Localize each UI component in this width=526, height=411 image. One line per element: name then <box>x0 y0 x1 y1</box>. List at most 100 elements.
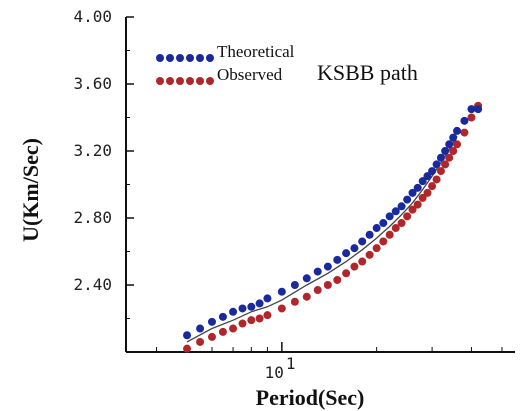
theoretical-point <box>229 307 238 316</box>
theoretical-point <box>365 230 374 239</box>
legend-theoretical-dot <box>206 54 214 62</box>
theoretical-point <box>408 188 417 197</box>
observed-point <box>432 175 441 184</box>
theoretical-point <box>418 177 427 186</box>
observed-point <box>196 337 205 346</box>
x-tick-label-exponent: 1 <box>286 354 296 373</box>
theoretical-point <box>441 147 450 155</box>
observed-point <box>358 257 367 266</box>
legend-observed-dot <box>206 77 214 85</box>
x-axis-title: Period(Sec) <box>256 385 365 410</box>
theoretical-point <box>460 116 469 125</box>
legend-theoretical-dot <box>176 54 184 62</box>
theoretical-point <box>453 126 462 135</box>
observed-point <box>413 200 422 209</box>
observed-point <box>218 327 227 336</box>
legend-theoretical-dot <box>156 54 164 62</box>
legend: Theoretical Observed KSBB path <box>156 42 418 85</box>
observed-point <box>408 205 417 214</box>
observed-point <box>365 250 374 259</box>
observed-point <box>423 188 432 197</box>
observed-point <box>453 140 462 149</box>
observed-point <box>323 281 332 289</box>
observed-point <box>445 153 454 162</box>
theoretical-point <box>196 324 205 333</box>
observed-point <box>372 244 381 253</box>
observed-point <box>428 182 437 191</box>
theoretical-point <box>423 172 432 181</box>
y-tick-label: 2.80 <box>73 208 112 227</box>
observed-point <box>333 275 342 284</box>
observed-point <box>255 314 264 323</box>
theoretical-point <box>342 249 351 258</box>
legend-theoretical-label: Theoretical <box>217 42 295 61</box>
theoretical-point <box>290 281 299 289</box>
observed-point <box>391 224 400 233</box>
theoretical-point <box>277 287 286 296</box>
theoretical-point <box>445 140 454 149</box>
y-axis-title: U(Km/Sec) <box>18 138 43 242</box>
observed-point <box>418 193 427 202</box>
observed-point <box>467 113 476 122</box>
theoretical-point <box>385 212 394 221</box>
theoretical-point <box>333 255 342 264</box>
legend-theoretical-dot <box>196 54 204 62</box>
theoretical-point <box>238 304 247 313</box>
reference-curve-line <box>186 135 458 343</box>
observed-point <box>229 324 238 333</box>
theoretical-point <box>467 105 476 114</box>
observed-point <box>385 230 394 239</box>
observed-point <box>247 316 256 325</box>
theoretical-point <box>413 183 422 192</box>
theoretical-point <box>247 302 256 311</box>
x-ticks: 10 1 <box>156 342 503 382</box>
observed-point <box>449 147 458 155</box>
theoretical-point <box>436 153 445 162</box>
y-tick-label: 4.00 <box>73 7 112 26</box>
reference-curve <box>186 135 458 343</box>
y-tick-label: 2.40 <box>73 275 112 294</box>
theoretical-point <box>350 244 359 253</box>
observed-point <box>263 311 272 320</box>
theoretical-point <box>323 262 332 271</box>
theoretical-point <box>218 312 227 321</box>
observed-point <box>238 319 247 328</box>
theoretical-point <box>183 331 192 340</box>
x-tick-label-base: 10 <box>265 363 284 382</box>
theoretical-point <box>391 207 400 216</box>
legend-theoretical-marker <box>156 54 214 62</box>
theoretical-point <box>207 317 216 326</box>
observed-point <box>379 237 388 246</box>
observed-point <box>302 292 311 301</box>
observed-point <box>183 344 192 353</box>
observed-point <box>277 304 286 313</box>
legend-observed-dot <box>156 77 164 85</box>
observed-point <box>313 286 322 295</box>
observed-point <box>350 262 359 271</box>
theoretical-point <box>255 299 264 308</box>
legend-observed-dot <box>186 77 194 85</box>
legend-observed-dot <box>166 77 174 85</box>
theoretical-point <box>302 274 311 283</box>
observed-point <box>441 160 450 169</box>
legend-theoretical-dot <box>186 54 194 62</box>
legend-observed-dot <box>176 77 184 85</box>
legend-path-label: KSBB path <box>317 60 418 85</box>
y-tick-label: 3.60 <box>73 74 112 93</box>
observed-point <box>342 269 351 278</box>
y-ticks: 4.00 3.60 3.20 2.80 2.40 <box>73 7 134 353</box>
y-tick-label: 3.20 <box>73 141 112 160</box>
observed-point <box>436 167 445 176</box>
observed-point <box>397 219 406 228</box>
theoretical-point <box>372 224 381 233</box>
theoretical-point <box>474 105 483 114</box>
theoretical-point <box>432 160 441 169</box>
observed-point <box>403 212 412 221</box>
theoretical-point <box>449 133 458 142</box>
theoretical-point <box>313 267 322 276</box>
theoretical-point <box>428 167 437 176</box>
legend-observed-marker <box>156 77 214 85</box>
theoretical-point <box>403 195 412 204</box>
observed-point <box>207 332 216 341</box>
